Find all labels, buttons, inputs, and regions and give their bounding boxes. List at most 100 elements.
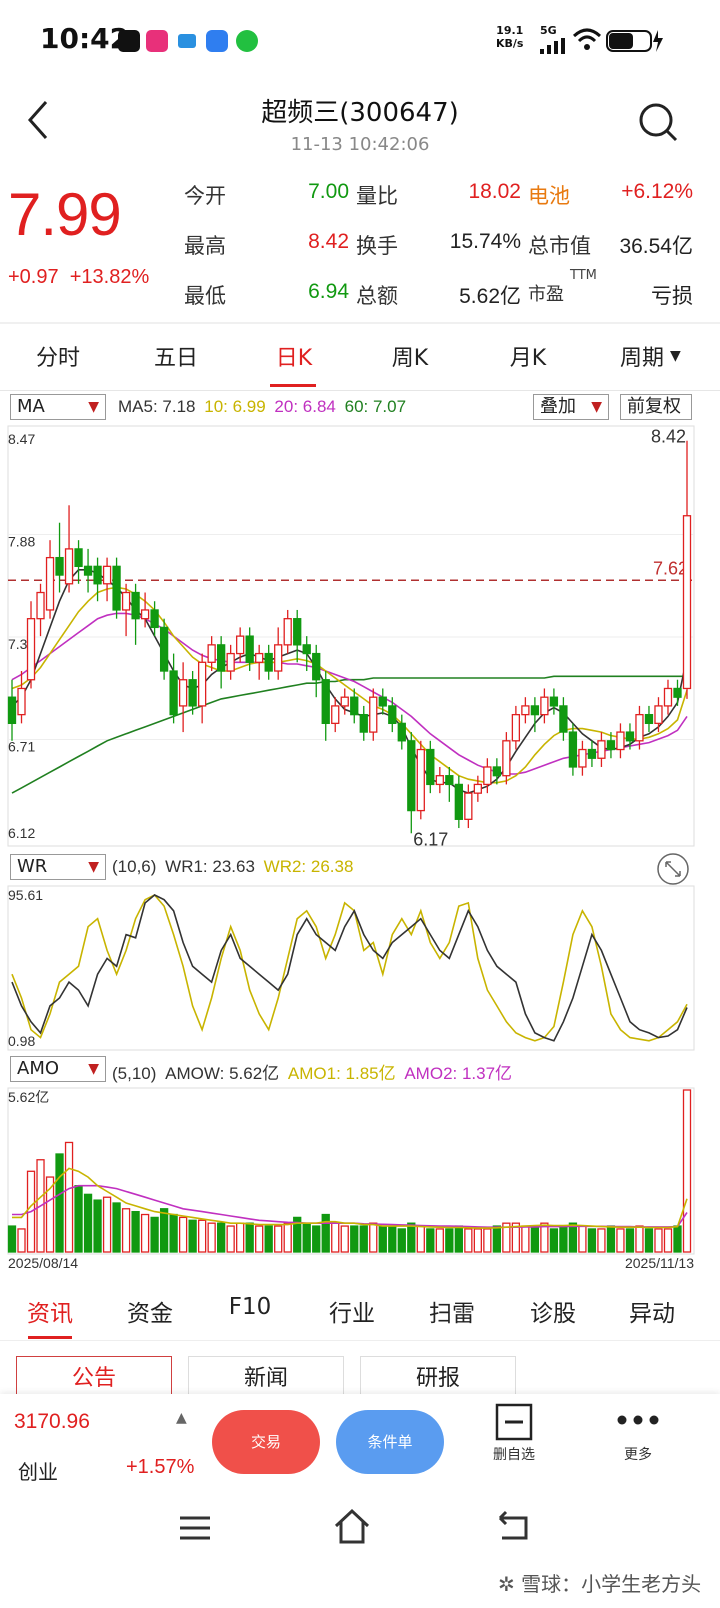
candle-body	[226, 652, 235, 672]
index-up-arrow-icon: ▲	[176, 1410, 187, 1426]
menu-icon[interactable]	[178, 1514, 212, 1542]
amo-bar	[159, 1208, 169, 1253]
amo-bar	[236, 1222, 245, 1253]
back-icon[interactable]	[22, 96, 62, 144]
quote-value: 15.74%	[449, 230, 521, 253]
candle-body	[150, 609, 159, 629]
subtab-announcements[interactable]: 公告	[16, 1356, 172, 1400]
trade-button[interactable]: 交易	[212, 1410, 320, 1474]
ma-indicator-select[interactable]: MA ▼	[10, 394, 106, 420]
y-tick-label: 6.71	[8, 739, 35, 755]
info-tab[interactable]: 资金	[127, 1301, 173, 1327]
amo-bar	[606, 1225, 616, 1253]
amo-bar	[140, 1213, 150, 1253]
amo-indicator-select[interactable]: AMO ▼	[10, 1056, 106, 1082]
amo-bar	[83, 1193, 93, 1253]
candle-body	[321, 679, 330, 725]
ma10-legend: 10: 6.99	[204, 397, 266, 416]
price-change: +0.97 +13.82%	[8, 266, 150, 288]
period-tab[interactable]: 周期	[619, 346, 664, 371]
more-label[interactable]: 更多	[624, 1447, 652, 1463]
amo-bar	[616, 1228, 625, 1253]
adjust-button[interactable]: 前复权	[620, 394, 692, 420]
info-tab[interactable]: 资讯	[27, 1301, 73, 1327]
amo-bar	[64, 1141, 74, 1253]
period-tab[interactable]: 分时	[35, 346, 80, 371]
period-tab[interactable]: 周K	[391, 346, 429, 371]
date-start-label: 2025/08/14	[8, 1255, 78, 1271]
period-tab[interactable]: 五日	[153, 346, 198, 371]
kline-chart[interactable]: 8.477.887.306.716.127.628.426.17	[0, 424, 720, 850]
wr-indicator-select[interactable]: WR ▼	[10, 854, 106, 880]
quote-value: 5.62亿	[459, 285, 521, 308]
amo-bar	[568, 1222, 578, 1253]
home-icon[interactable]	[332, 1506, 372, 1546]
divider	[0, 390, 720, 391]
amo-bar	[150, 1216, 159, 1253]
amo-bar	[435, 1228, 444, 1253]
amo-bar	[7, 1225, 17, 1253]
amo-chart[interactable]: 5.62亿 2025/08/14 2025/11/13	[0, 1086, 720, 1272]
candle-body	[673, 687, 682, 698]
net-speed: 19.1 KB/s	[496, 24, 524, 50]
info-tab[interactable]: 行业	[329, 1301, 375, 1327]
candle-body	[55, 556, 64, 576]
active-tab-indicator	[270, 384, 316, 387]
back-nav-icon[interactable]	[496, 1510, 532, 1544]
candle-body	[140, 609, 150, 620]
candle-body	[7, 696, 17, 725]
conditional-order-button[interactable]: 条件单	[336, 1410, 444, 1474]
divider	[0, 322, 720, 324]
amo1-line	[12, 1167, 688, 1229]
info-tab[interactable]: 诊股	[530, 1301, 576, 1327]
index-value[interactable]: 3170.96	[14, 1410, 90, 1433]
y-tick-label: 95.61	[8, 887, 43, 903]
info-tab[interactable]: 异动	[629, 1301, 675, 1327]
y-tick-label: 7.88	[8, 534, 35, 550]
wifi-icon	[572, 28, 602, 50]
divider	[0, 1340, 720, 1341]
expand-icon[interactable]	[656, 852, 690, 886]
status-bar: 10:42 19.1 KB/s 5G	[0, 0, 720, 84]
amo-bar	[388, 1225, 397, 1253]
ma10-line	[11, 586, 688, 784]
overlay-select[interactable]: 叠加 ▼	[533, 394, 609, 420]
amo-bar	[17, 1228, 26, 1253]
quote-label: 最低	[184, 284, 226, 308]
period-tab[interactable]: 月K	[509, 346, 547, 371]
search-icon[interactable]	[636, 100, 680, 144]
remove-watchlist-icon[interactable]	[494, 1402, 534, 1442]
subtab-research[interactable]: 研报	[360, 1356, 516, 1400]
candle-body	[331, 705, 340, 725]
candle-body	[492, 766, 502, 777]
candle-body	[302, 644, 311, 655]
remove-watchlist-label[interactable]: 删自选	[493, 1447, 535, 1463]
info-tab[interactable]: 扫雷	[429, 1301, 475, 1327]
more-icon[interactable]	[614, 1412, 662, 1428]
wr2-legend: WR2: 26.38	[263, 857, 354, 876]
amo-bar	[407, 1222, 416, 1253]
amo-bar	[587, 1228, 597, 1253]
amo-legend: (5,10) AMOW: 5.62亿 AMO1: 1.85亿 AMO2: 1.3…	[112, 1064, 513, 1083]
amo-bar	[302, 1222, 311, 1253]
candle-body	[159, 626, 169, 672]
amo-bar	[635, 1225, 644, 1253]
dropdown-arrow-icon: ▼	[88, 1061, 99, 1077]
wr-chart[interactable]: 95.61 0.98	[0, 884, 720, 1052]
candle-body	[283, 618, 292, 646]
amo-bar	[102, 1196, 112, 1253]
candle-body	[426, 748, 435, 786]
subtab-news[interactable]: 新闻	[188, 1356, 344, 1400]
wr1-line	[11, 894, 688, 1042]
period-tab[interactable]: 日K	[275, 346, 313, 371]
quote-label: 量比	[356, 184, 398, 208]
candle-body	[236, 635, 245, 655]
candle-body	[312, 652, 321, 681]
amo-bar	[673, 1225, 682, 1253]
wr1-legend: WR1: 23.63	[165, 857, 255, 876]
amo-bar	[340, 1225, 349, 1253]
amo-bar	[644, 1228, 654, 1253]
candle-body	[350, 696, 359, 716]
info-tab[interactable]: F10	[228, 1294, 272, 1320]
watermark: ✲ 雪球：小学生老方头	[498, 1572, 702, 1596]
